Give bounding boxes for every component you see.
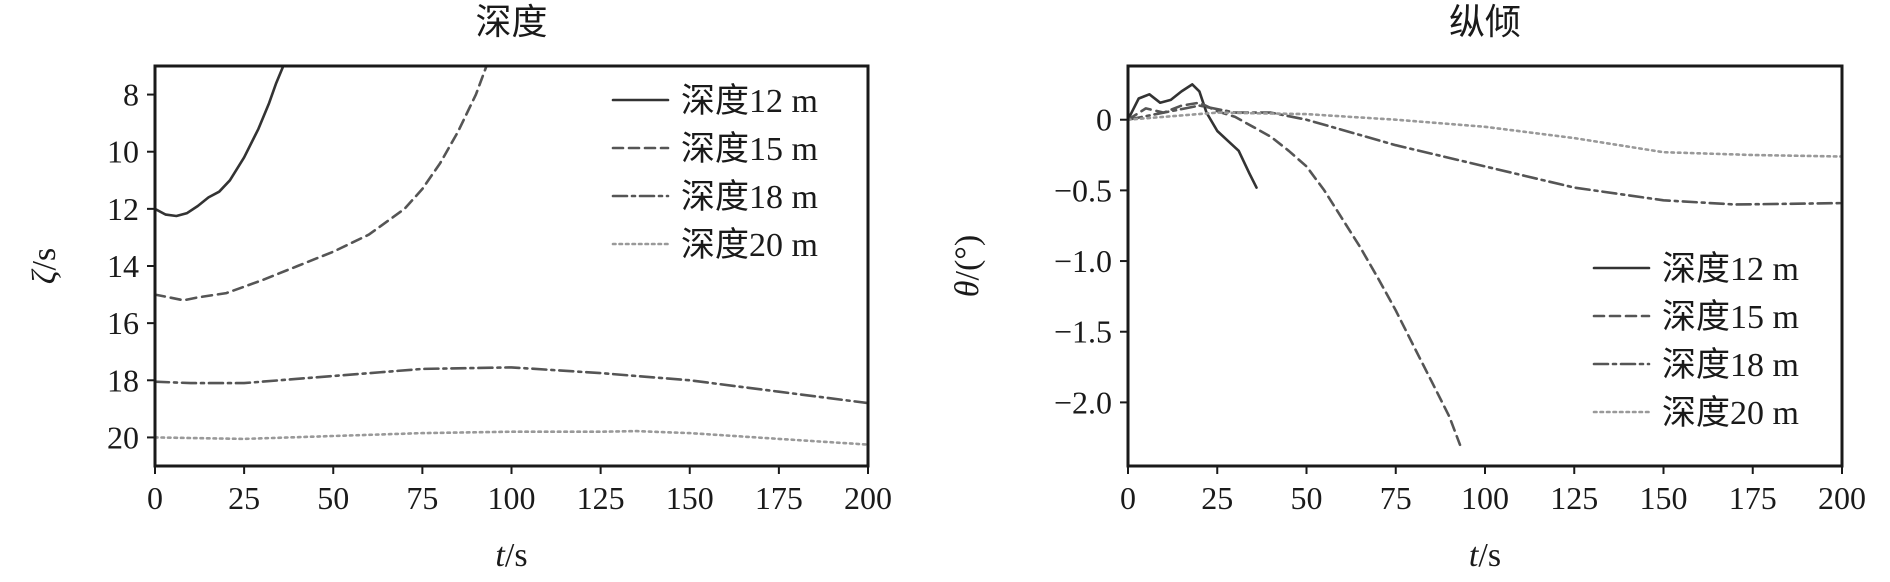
legend-label: 深度18 m	[1662, 346, 1799, 384]
x-tick-label: 75	[406, 480, 438, 516]
chart-panel-1: 深度 0 25 50 75 100 125 150 175 200 8 10 12 14 16 18 20 t/s…	[26, 2, 892, 574]
x-tick-label: 200	[844, 480, 892, 516]
y-axis-var: ζ	[26, 268, 63, 284]
series-line-dotted	[155, 429, 868, 446]
x-axis-var: t	[495, 537, 506, 574]
y-tick-label: 10	[107, 134, 139, 170]
series-line-solid	[1128, 83, 1258, 189]
legend-label: 深度15 m	[1662, 298, 1799, 336]
x-tick-label: 175	[755, 480, 803, 516]
plot-frame	[153, 64, 870, 468]
x-tick-label: 25	[1201, 480, 1233, 516]
x-axis-unit: /s	[505, 537, 528, 574]
x-tick-label: 75	[1380, 480, 1412, 516]
legend-label: 深度20 m	[681, 226, 818, 264]
y-tick-label: 16	[107, 305, 139, 341]
legend-label: 深度12 m	[1662, 250, 1799, 288]
x-axis-var: t	[1469, 537, 1480, 574]
legend-label: 深度20 m	[1662, 394, 1799, 432]
x-tick-label: 25	[228, 480, 260, 516]
x-axis-unit: /s	[1478, 537, 1501, 574]
series-line-solid	[155, 66, 285, 218]
y-axis-unit: /s	[26, 248, 63, 271]
legend-label: 深度18 m	[681, 178, 818, 216]
y-axis-title: θ/(°)	[949, 235, 986, 297]
x-tick-label: 175	[1729, 480, 1777, 516]
x-tick-label: 150	[1640, 480, 1688, 516]
y-tick-label: 14	[107, 248, 139, 284]
series-line-dashdot	[1128, 104, 1842, 206]
series-line-dashed	[155, 66, 488, 302]
y-axis-title: ζ/s	[26, 248, 63, 284]
x-tick-label: 100	[488, 480, 536, 516]
x-tick-label: 125	[577, 480, 625, 516]
y-tick-label: −2.0	[1054, 384, 1112, 420]
series-line-dashdot	[155, 366, 868, 405]
series-line-dotted	[1128, 111, 1842, 158]
y-tick-label: −1.0	[1054, 243, 1112, 279]
chart-panel-2: 纵倾 0 25 50 75 100 125 150 175 200 0 −0.5 −1.0 −1.5 −2.…	[949, 2, 1866, 574]
y-axis-var: θ	[949, 280, 986, 297]
y-tick-label: 20	[107, 419, 139, 455]
x-tick-label: 200	[1818, 480, 1866, 516]
y-tick-label: 0	[1096, 102, 1112, 138]
y-tick-label: −0.5	[1054, 172, 1112, 208]
y-tick-label: 8	[123, 77, 139, 113]
legend-label: 深度12 m	[681, 82, 818, 120]
x-tick-label: 150	[666, 480, 714, 516]
y-tick-label: −1.5	[1054, 314, 1112, 350]
x-axis-title: t/s	[495, 537, 527, 574]
y-tick-label: 18	[107, 362, 139, 398]
y-tick-label: 12	[107, 191, 139, 227]
legend: 深度12 m 深度15 m 深度18 m 深度20 m	[1592, 250, 1799, 432]
chart-title: 深度	[475, 2, 547, 42]
x-tick-label: 0	[147, 480, 163, 516]
legend: 深度12 m 深度15 m 深度18 m 深度20 m	[611, 82, 818, 264]
x-tick-label: 50	[1291, 480, 1323, 516]
series-line-dashed	[1128, 101, 1462, 447]
x-tick-label: 100	[1461, 480, 1509, 516]
x-axis-title: t/s	[1469, 537, 1501, 574]
chart-title: 纵倾	[1449, 2, 1521, 42]
y-axis-unit: /(°)	[949, 235, 986, 281]
legend-label: 深度15 m	[681, 130, 818, 168]
x-tick-label: 50	[317, 480, 349, 516]
x-tick-label: 0	[1120, 480, 1136, 516]
x-tick-label: 125	[1550, 480, 1598, 516]
